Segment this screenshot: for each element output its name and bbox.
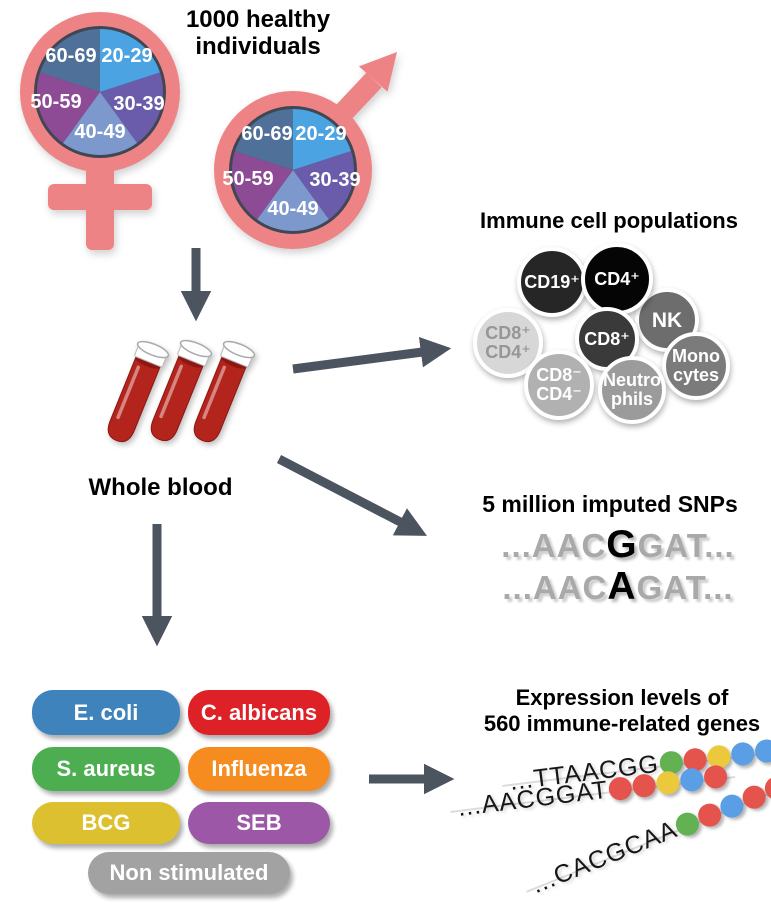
gene-dot bbox=[631, 772, 658, 799]
pie-label-50-59: 50-59 bbox=[222, 168, 273, 190]
snp-sequences: ...AACGGAT... ...AACAGAT... bbox=[462, 524, 771, 608]
snp-seq1-suffix: GAT... bbox=[637, 527, 735, 564]
pie-label-40-49: 40-49 bbox=[74, 121, 125, 143]
strand-sequence: ...CACGCAA bbox=[527, 815, 682, 900]
stimulus-label: E. coli bbox=[73, 699, 139, 725]
blood-tube-3 bbox=[193, 340, 256, 443]
pie-label-60-69: 60-69 bbox=[241, 123, 292, 145]
blood-tubes-icon bbox=[107, 339, 256, 443]
gene-dot bbox=[702, 764, 729, 790]
cell-label: cytes bbox=[672, 365, 720, 385]
pie-label-50-59: 50-59 bbox=[30, 91, 81, 113]
immune-populations-title: Immune cell populations bbox=[480, 208, 738, 233]
stimulus-label: S. aureus bbox=[56, 756, 156, 781]
male-symbol-icon: 20-29 30-39 40-49 50-59 60-69 bbox=[214, 52, 397, 249]
snp-sequence-1: ...AACGGAT... bbox=[462, 524, 771, 566]
snp-seq2-variant: A bbox=[607, 565, 637, 608]
stimulus-calbicans: C. albicans bbox=[188, 690, 330, 735]
gene-dot bbox=[729, 741, 756, 767]
stimulus-label: SEB bbox=[236, 810, 282, 835]
cell-label: CD8⁻ bbox=[536, 365, 582, 385]
expression-title-line2: 560 immune-related genes bbox=[483, 711, 761, 736]
cell-label: CD4⁺ bbox=[594, 268, 640, 289]
page-title-line1: 1000 healthy bbox=[185, 6, 331, 33]
cell-label: CD4⁺ bbox=[485, 342, 531, 362]
snp-seq2-suffix: GAT... bbox=[636, 569, 734, 606]
cell-label: CD8⁺ bbox=[485, 323, 531, 343]
gene-dot bbox=[655, 769, 681, 796]
page-title: 1000 healthy individuals bbox=[150, 6, 366, 60]
female-age-pie: 20-29 30-39 40-49 50-59 60-69 bbox=[30, 28, 165, 156]
male-arrow-stem bbox=[334, 72, 382, 122]
pie-slice-20-29 bbox=[293, 109, 351, 170]
stimulus-label: BCG bbox=[81, 810, 131, 835]
pie-label-60-69: 60-69 bbox=[45, 45, 96, 67]
pie-slice-50-59 bbox=[36, 72, 100, 143]
stimulus-saureus: S. aureus bbox=[32, 747, 180, 791]
stimulus-ecoli: E. coli bbox=[32, 690, 180, 735]
arrow-blood-to-snps bbox=[276, 455, 428, 536]
stimulus-seb: SEB bbox=[188, 802, 330, 844]
blood-tube-1 bbox=[107, 340, 170, 443]
blood-tube-2 bbox=[150, 339, 213, 442]
pie-slice-40-49 bbox=[257, 170, 329, 232]
gene-dot bbox=[607, 775, 634, 802]
cell-label: Neutro bbox=[603, 370, 661, 390]
female-cross-bar bbox=[48, 184, 152, 210]
expression-title: Expression levels of 560 immune-related … bbox=[467, 685, 771, 737]
pie-slice-60-69 bbox=[40, 28, 100, 92]
cell-label: CD19⁺ bbox=[524, 271, 580, 292]
pie-label-30-39: 30-39 bbox=[309, 169, 360, 191]
stimulus-label: C. albicans bbox=[200, 699, 318, 725]
cell-label: CD8⁺ bbox=[584, 328, 630, 349]
pie-slice-60-69 bbox=[235, 109, 293, 170]
whole-blood-label: Whole blood bbox=[88, 474, 233, 501]
male-age-pie: 20-29 30-39 40-49 50-59 60-69 bbox=[222, 109, 361, 232]
cell-label: Mono bbox=[672, 346, 720, 366]
pie-slice-30-39 bbox=[100, 72, 164, 143]
stimulus-bcg: BCG bbox=[32, 802, 180, 844]
cell-monocytes: Mono cytes bbox=[662, 332, 730, 400]
stimulus-label: Influenza bbox=[211, 756, 307, 781]
pie-label-40-49: 40-49 bbox=[267, 198, 318, 220]
snp-seq1-prefix: ...AAC bbox=[501, 527, 607, 564]
pie-label-30-39: 30-39 bbox=[113, 93, 164, 115]
snps-title: 5 million imputed SNPs bbox=[482, 491, 738, 517]
pie-slice-30-39 bbox=[293, 151, 354, 220]
cell-cd19pos: CD19⁺ bbox=[517, 247, 587, 317]
snp-seq2-prefix: ...AAC bbox=[502, 569, 608, 606]
expression-title-line1: Expression levels of bbox=[515, 685, 729, 710]
cell-label: CD4⁻ bbox=[536, 384, 582, 404]
female-symbol-icon: 20-29 30-39 40-49 50-59 60-69 bbox=[20, 12, 180, 250]
page-title-line2: individuals bbox=[195, 33, 321, 60]
pie-slice-20-29 bbox=[100, 29, 160, 92]
pie-slice-40-49 bbox=[62, 92, 138, 156]
cell-neutrophils: Neutro phils bbox=[598, 356, 666, 424]
pie-label-20-29: 20-29 bbox=[295, 123, 346, 145]
cell-label: phils bbox=[610, 389, 653, 409]
cell-cd8neg-cd4neg: CD8⁻ CD4⁻ bbox=[524, 350, 594, 420]
pie-slice-50-59 bbox=[232, 151, 293, 220]
cell-cd4pos: CD4⁺ bbox=[581, 243, 653, 315]
gene-dot bbox=[753, 738, 771, 764]
snp-seq1-variant: G bbox=[606, 523, 638, 566]
gene-dot bbox=[679, 766, 705, 793]
snp-sequence-2: ...AACAGAT... bbox=[462, 566, 771, 608]
cell-label: NK bbox=[651, 308, 683, 332]
pie-label-20-29: 20-29 bbox=[101, 45, 152, 67]
stimulus-label: Non stimulated bbox=[109, 860, 269, 885]
stimulus-influenza: Influenza bbox=[188, 747, 330, 791]
arrow-blood-to-immune-cells bbox=[292, 337, 452, 374]
male-arrow-head bbox=[358, 52, 397, 92]
stimulus-non-stimulated: Non stimulated bbox=[88, 852, 290, 894]
